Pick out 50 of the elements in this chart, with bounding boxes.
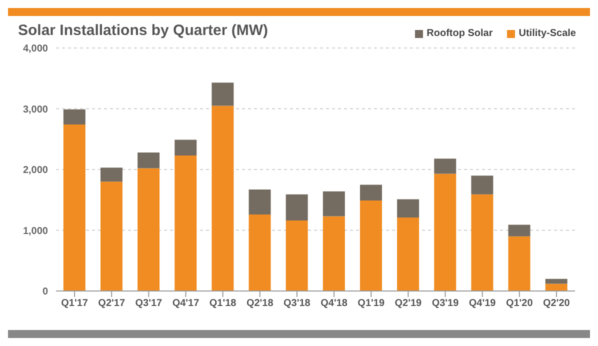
bar [63, 124, 86, 291]
x-tick-label: Q1'19 [358, 298, 385, 310]
y-tick-label: 4,000 [22, 44, 48, 55]
bar [360, 184, 382, 200]
x-tick-label: Q3'17 [135, 298, 163, 310]
bar [471, 194, 494, 291]
bar [212, 106, 234, 291]
x-tick-label: Q3'18 [284, 298, 311, 310]
bar [212, 82, 234, 106]
x-tick-label: Q2'20 [543, 298, 570, 310]
bar [286, 220, 308, 291]
bar [138, 168, 160, 291]
bar [138, 152, 160, 168]
bar [397, 199, 420, 218]
x-tick-label: Q1'17 [61, 298, 88, 310]
bar [174, 140, 197, 156]
bar [434, 174, 456, 291]
x-tick-label: Q4'18 [320, 298, 348, 310]
y-tick-label: 1,000 [22, 226, 48, 237]
bar [248, 214, 271, 291]
bar [545, 278, 568, 284]
y-tick-label: 0 [42, 286, 48, 298]
x-tick-label: Q1'18 [209, 298, 237, 310]
bar [100, 182, 122, 291]
chart-title: Solar Installations by Quarter (MW) [18, 22, 268, 39]
bar [545, 284, 568, 291]
y-tick-label: 2,000 [22, 165, 48, 176]
x-tick-label: Q2'18 [246, 298, 274, 310]
x-tick-label: Q4'17 [172, 298, 200, 310]
bar [322, 191, 345, 216]
x-tick-label: Q2'17 [98, 298, 126, 310]
x-tick-label: Q4'19 [468, 298, 496, 310]
bar [63, 109, 86, 125]
bar [397, 217, 420, 291]
legend-label: Utility-Scale [518, 28, 576, 39]
bar [360, 200, 382, 291]
x-tick-label: Q2'19 [394, 298, 422, 310]
bar [286, 194, 308, 221]
bar [322, 216, 345, 291]
bar [508, 236, 530, 291]
bar [248, 190, 271, 214]
y-tick-label: 3,000 [22, 104, 48, 116]
bar [174, 156, 197, 291]
x-tick-label: Q1'20 [506, 298, 534, 310]
bar [100, 168, 122, 182]
x-tick-label: Q3'19 [432, 298, 460, 310]
bar [508, 224, 530, 236]
bar [471, 176, 494, 194]
legend-label: Rooftop Solar [426, 28, 493, 39]
bar [434, 158, 456, 174]
